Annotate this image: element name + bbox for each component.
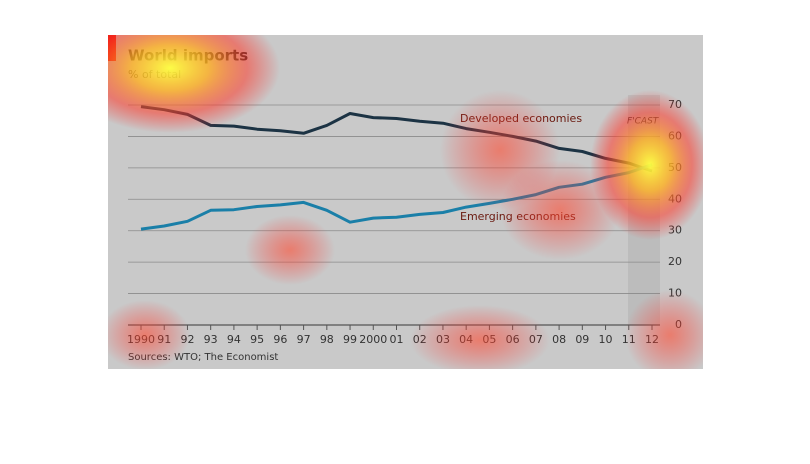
heatmap (108, 35, 703, 369)
heat-blob (410, 305, 550, 369)
x-tick-label: 95 (250, 333, 264, 346)
heat-blob (625, 290, 703, 369)
x-tick-label: 99 (343, 333, 357, 346)
heat-blob (108, 300, 190, 369)
x-tick-label: 94 (227, 333, 241, 346)
x-tick-label: 97 (297, 333, 311, 346)
line-series (140, 105, 653, 173)
x-tick-label: 98 (320, 333, 334, 346)
x-tick-label: 09 (575, 333, 589, 346)
heat-blob (245, 215, 335, 285)
source: Sources: WTO; The Economist (128, 352, 278, 363)
y-tick-label: 20 (668, 255, 682, 268)
x-tick-label: 93 (204, 333, 218, 346)
x-tick-label: 96 (273, 333, 287, 346)
x-tick-label: 01 (390, 333, 404, 346)
heat-blob (500, 160, 620, 260)
heat-blob (108, 35, 280, 133)
x-tick-label: 10 (599, 333, 613, 346)
x-tick-label: 08 (552, 333, 566, 346)
x-tick-label: 2000 (359, 333, 387, 346)
